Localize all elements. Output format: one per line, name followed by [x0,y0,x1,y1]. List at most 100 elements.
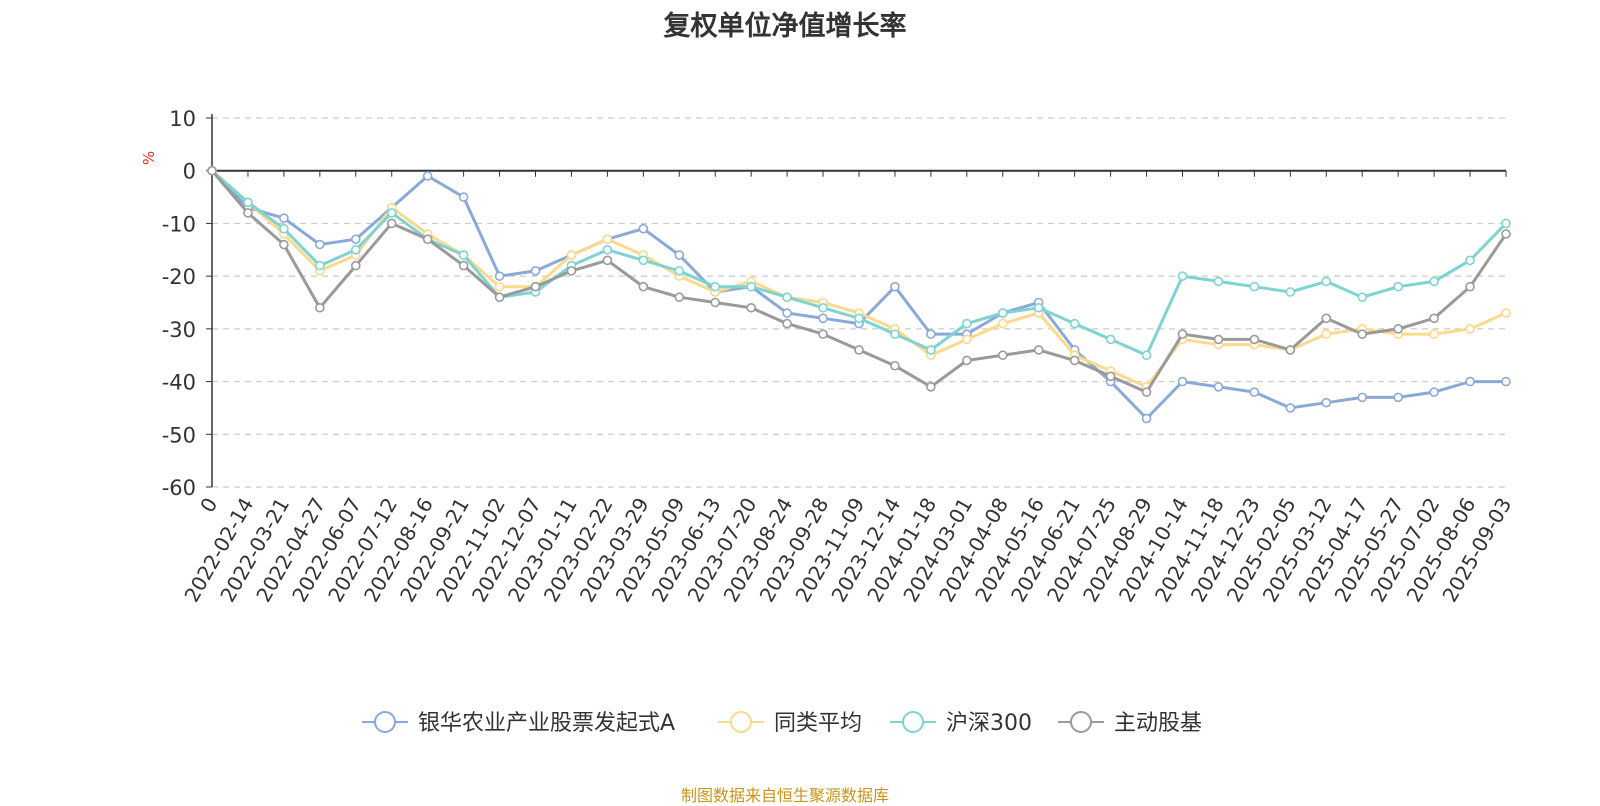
series-point [530,266,541,276]
series-point [1501,218,1511,229]
legend-label: 沪深300 [946,711,1032,736]
series-point [962,318,972,329]
series-point [926,382,936,392]
series-point [1105,334,1116,345]
series-point [1393,324,1403,334]
legend-marker [730,711,752,733]
series-point [1429,313,1439,324]
series-point [1033,302,1044,313]
legend-item: 同类平均 [718,711,862,736]
series-point [1069,355,1080,366]
series-point [458,250,469,260]
series-point [890,281,900,292]
series-point [279,213,289,223]
series-point [386,208,397,218]
series-point [566,266,577,276]
series-point [890,360,900,371]
series-point [1141,387,1152,397]
series-line [210,169,1506,420]
chart-title: 复权单位净值增长率 [663,11,907,42]
series-point [458,260,469,271]
series-point [1105,371,1116,382]
series-point [710,297,721,308]
series-point [1177,271,1188,281]
series-point [1465,376,1475,387]
series-point [458,192,469,202]
series-point [782,292,792,303]
series-point [566,250,577,260]
series-point [1429,329,1439,339]
series-point [1141,413,1152,424]
series-point [350,244,361,255]
y-tick-label: -10 [162,212,196,236]
series-point [674,266,685,276]
series-point [782,308,792,318]
series-point [207,165,217,176]
series-point [782,318,792,329]
series-point [1501,376,1511,387]
series-point [494,281,505,292]
series-point [997,308,1008,318]
series-point [674,250,685,260]
series-point [1321,397,1332,408]
series-point [1321,313,1332,324]
series-line [210,169,1508,394]
series-point [854,313,864,324]
series-point [818,313,828,324]
series-point [602,255,613,266]
series-point [818,329,828,339]
y-tick-label: 0 [183,160,196,184]
y-tick-label: -50 [162,423,196,447]
series-point [962,355,972,366]
series-point [350,234,361,245]
series-point [386,218,397,229]
series-point [674,292,685,303]
series-point [746,302,756,313]
series-point [422,234,433,245]
series-point [638,223,649,234]
y-tick-label: -30 [162,318,196,342]
y-tick-label: -20 [162,265,196,289]
series-point [315,302,325,313]
series-point [494,271,505,281]
legend-item: 银华农业产业股票发起式A [362,711,675,736]
legend: 银华农业产业股票发起式A 同类平均 沪深300 主动股基 [362,711,1202,736]
series-point [602,244,613,255]
series-point [1213,382,1224,392]
series-point [1393,392,1403,403]
series-point [494,292,505,303]
legend-label: 主动股基 [1114,711,1202,736]
legend-item: 主动股基 [1058,711,1202,736]
series-point [1285,287,1296,297]
y-axis-label: % [140,151,158,165]
grid-lines [212,117,1506,488]
legend-marker [1070,711,1092,733]
series-point [1213,334,1224,345]
series-point [997,318,1008,329]
y-tick-label: -60 [162,476,196,500]
series-point [1249,334,1260,345]
series-point [1069,318,1080,329]
y-tick-label: -40 [162,371,196,395]
series-point [243,197,253,208]
series-point [530,281,541,292]
series-point [1321,329,1332,339]
series-point [315,260,325,271]
legend-marker [374,711,396,733]
series-point [854,345,864,355]
series-point [350,260,361,271]
legend-item: 沪深300 [890,711,1032,736]
series-point [1177,329,1188,339]
series-point [962,334,972,345]
series-point [746,281,756,292]
legend-marker [902,711,924,733]
y-tick-label: 10 [169,107,196,131]
series-point [422,171,433,181]
series-point [1285,345,1296,355]
series-point [1177,376,1188,387]
series-point [638,255,649,266]
series-point [602,234,613,245]
axes: 100-10-20-30-40-50-60%02022-02-142022-03… [140,107,1516,606]
series-point [1357,292,1368,303]
